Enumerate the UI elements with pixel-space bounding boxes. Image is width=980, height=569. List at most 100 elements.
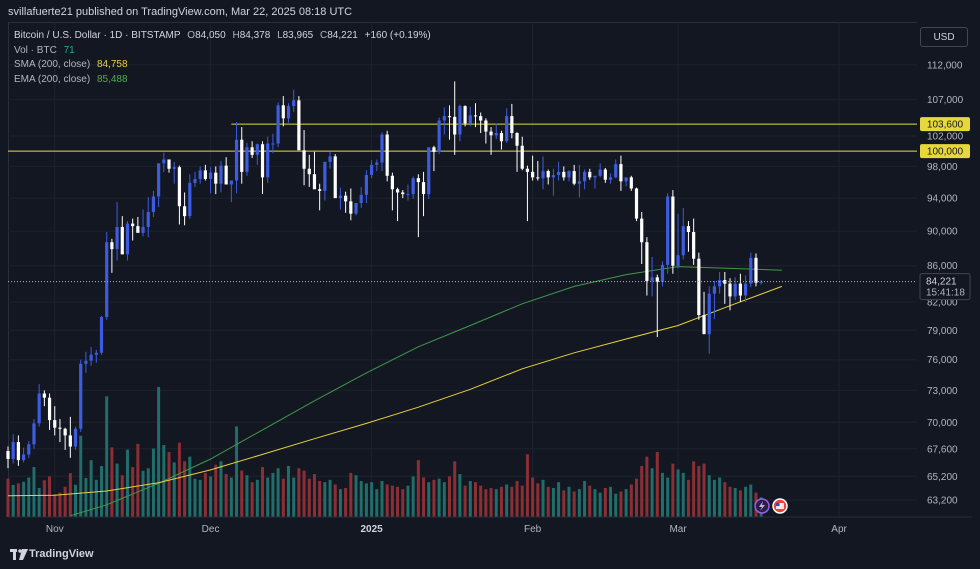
volume-bar [177,442,181,517]
candle-body [11,442,15,459]
volume-bar [448,476,452,517]
candle-body [281,105,285,119]
volume-bar [692,461,696,517]
price-tick-label: 70,000 [927,418,958,429]
volume-bar [640,465,644,517]
time-tick-label: Feb [524,524,542,535]
level-price-tag [920,144,970,159]
flag-canton-icon [776,503,780,506]
candle-body [432,147,436,152]
candle-body [214,172,218,184]
volume-bar [723,482,727,517]
candle-body [479,116,483,121]
volume-bar [105,396,109,517]
volume-bar [94,479,98,517]
volume-bar [567,486,571,517]
candle-body [229,180,233,185]
countdown-label: 15:41:18 [926,288,965,299]
volume-bar [525,454,529,517]
candle-body [359,194,363,203]
candle-body [385,134,389,176]
volume-bar [32,467,36,517]
candle-body [421,182,426,195]
sma-label: SMA (200, close) [14,59,91,70]
volume-bars [6,387,763,517]
candle-body [749,257,753,284]
candle-body [302,150,306,169]
volume-bar [738,490,742,517]
legend-volume-row[interactable]: Vol · BTC 71 [14,44,435,59]
volume-bar [281,478,285,517]
candle-body [473,115,478,117]
volume-bar [629,484,633,517]
volume-bar [63,486,67,517]
candle-body [463,106,467,124]
volume-bar [224,474,228,517]
candle-body [89,354,93,361]
candle-body [47,397,52,421]
candle-body [588,171,592,178]
volume-bar [707,475,711,517]
candle-body [572,171,576,184]
candle-body [614,164,618,178]
candle-body [531,171,535,178]
symbol-label[interactable]: Bitcoin / U.S. Dollar · 1D · BITSTAMP [14,30,181,41]
candle-body [759,281,763,283]
price-tick-label: 98,000 [927,162,958,173]
change-value: +160 (+0.19%) [364,30,431,41]
candle-body [655,277,659,282]
candle-body [94,352,98,355]
currency-button[interactable]: USD [920,27,968,47]
volume-bar [110,447,114,517]
volume-bar [6,478,10,517]
moving-averages [7,266,783,517]
candle-body [738,283,742,296]
candle-body [697,258,701,316]
volume-bar [276,468,280,517]
legend-sma-row[interactable]: SMA (200, close) 84,758 [14,58,435,73]
volume-bar [323,482,327,517]
tradingview-brand[interactable]: TradingView [29,548,94,560]
candle-body [499,133,504,142]
volume-bar [42,480,46,517]
candle-body [660,264,665,282]
candle-body [577,181,581,184]
open-label: O [187,30,196,41]
candle-body [208,172,213,179]
candle-body [110,242,114,250]
volume-bar [697,465,701,517]
candle-body [115,226,119,250]
volume-bar [286,465,290,517]
time-tick-label: Mar [669,524,687,535]
volume-bar [681,472,685,517]
level-price-label: 100,000 [927,147,964,158]
candle-body [671,196,675,266]
volume-bar [255,479,259,517]
volume-bar [635,478,639,517]
candle-body [125,223,130,255]
candle-body [136,226,140,233]
volume-bar [349,472,353,517]
legend-ohlc-row: Bitcoin / U.S. Dollar · 1D · BITSTAMP O 8… [14,29,435,44]
candle-body [401,192,405,195]
volume-bar [68,473,72,517]
volume-bar [344,487,348,517]
candle-body [681,226,685,256]
candle-body [743,283,748,296]
price-tick-label: 102,000 [927,132,964,143]
legend-ema-row[interactable]: EMA (200, close) 85,488 [14,73,435,88]
volume-bar [354,475,358,517]
candle-body [723,280,727,284]
candle-body [520,145,524,169]
candle-body [442,116,446,121]
candle-body [79,363,83,429]
candle-body [546,171,550,178]
tradingview-logo-icon[interactable] [10,549,28,560]
candle-body [219,165,223,184]
volume-bar [499,486,503,517]
volume-bar [427,482,431,517]
close-value: 84,221 [327,30,358,41]
volume-bar [624,489,628,517]
candle-body [323,161,327,191]
